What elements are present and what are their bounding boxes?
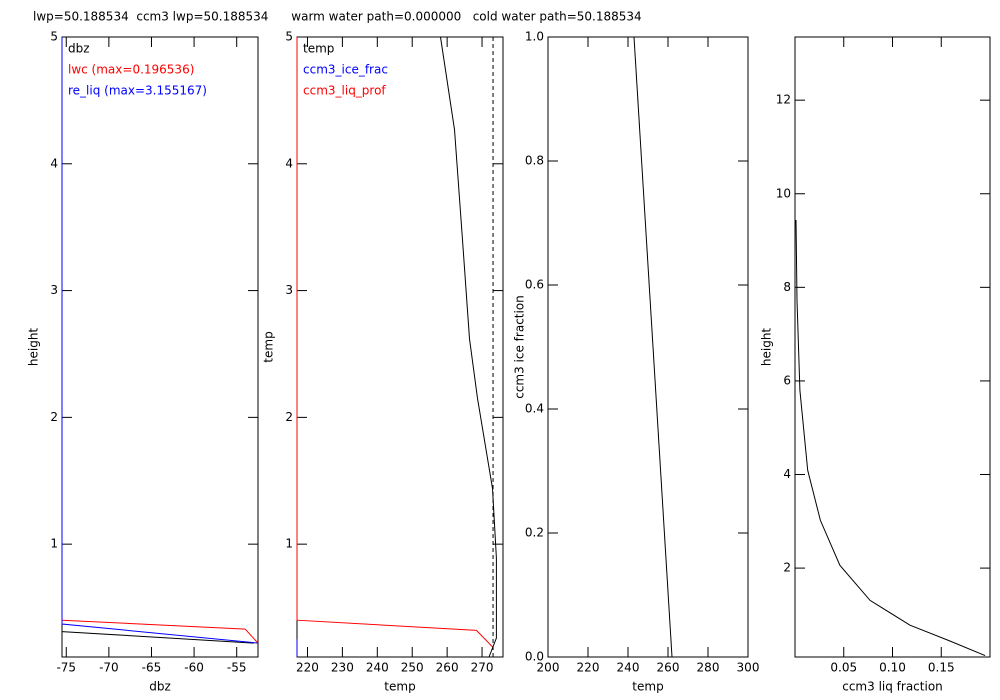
y-tick-label: 6 bbox=[783, 373, 791, 387]
x-tick-label: 250 bbox=[401, 661, 424, 675]
x-tick-label: 220 bbox=[296, 661, 319, 675]
y-axis-label: temp bbox=[262, 331, 276, 362]
y-tick-label: 1 bbox=[50, 537, 58, 551]
y-axis-label: height bbox=[760, 328, 774, 367]
y-tick-label: 0.4 bbox=[525, 402, 544, 416]
x-tick-label: 220 bbox=[577, 661, 600, 675]
y-tick-label: 3 bbox=[285, 283, 293, 297]
x-axis-label: temp bbox=[632, 680, 663, 694]
x-axis-label: dbz bbox=[149, 680, 171, 694]
y-tick-label: 2 bbox=[783, 561, 791, 575]
data-line bbox=[61, 37, 259, 644]
legend-entry: re_liq (max=3.155167) bbox=[68, 84, 207, 98]
legend-entry: ccm3_ice_frac bbox=[303, 63, 388, 77]
page-title: lwp=50.188534 ccm3 lwp=50.188534 warm wa… bbox=[33, 10, 642, 24]
x-tick-label: 240 bbox=[617, 661, 640, 675]
x-tick-label: 200 bbox=[537, 661, 560, 675]
y-tick-label: 0.2 bbox=[525, 526, 544, 540]
x-axis-label: temp bbox=[384, 680, 415, 694]
x-tick-label: 240 bbox=[366, 661, 389, 675]
y-tick-label: 5 bbox=[285, 30, 293, 44]
y-tick-label: 4 bbox=[783, 467, 791, 481]
x-tick-label: 0.10 bbox=[879, 661, 906, 675]
legend-entry: ccm3_liq_prof bbox=[303, 84, 386, 98]
y-axis-label: height bbox=[27, 328, 41, 367]
x-axis-label: ccm3 liq fraction bbox=[842, 680, 943, 694]
x-tick-label: 0.15 bbox=[928, 661, 955, 675]
x-tick-label: -65 bbox=[142, 661, 162, 675]
x-tick-label: 280 bbox=[697, 661, 720, 675]
y-tick-label: 0.0 bbox=[525, 650, 544, 664]
y-tick-label: 4 bbox=[285, 156, 293, 170]
x-tick-label: -70 bbox=[99, 661, 119, 675]
x-tick-label: 300 bbox=[737, 661, 760, 675]
y-tick-label: 1 bbox=[285, 537, 293, 551]
y-tick-label: 0.8 bbox=[525, 154, 544, 168]
x-tick-label: 0.05 bbox=[830, 661, 857, 675]
y-tick-label: 4 bbox=[50, 156, 58, 170]
y-tick-label: 2 bbox=[285, 410, 293, 424]
y-tick-label: 5 bbox=[50, 30, 58, 44]
x-tick-label: -55 bbox=[227, 661, 247, 675]
y-tick-label: 12 bbox=[776, 93, 791, 107]
x-tick-label: 230 bbox=[331, 661, 354, 675]
legend-entry: dbz bbox=[68, 42, 90, 56]
x-tick-label: 260 bbox=[657, 661, 680, 675]
data-line bbox=[61, 631, 254, 644]
data-line bbox=[795, 219, 986, 657]
legend-entry: lwc (max=0.196536) bbox=[68, 63, 194, 77]
data-line bbox=[440, 36, 497, 658]
x-tick-label: 260 bbox=[436, 661, 459, 675]
y-tick-label: 2 bbox=[50, 410, 58, 424]
data-line bbox=[61, 619, 259, 644]
data-line bbox=[296, 37, 493, 648]
axis-box bbox=[547, 36, 749, 658]
y-tick-label: 8 bbox=[783, 280, 791, 294]
x-tick-label: 270 bbox=[471, 661, 494, 675]
y-axis-label: ccm3 ice fraction bbox=[513, 295, 527, 399]
y-tick-label: 0.6 bbox=[525, 278, 544, 292]
y-tick-label: 10 bbox=[776, 186, 791, 200]
data-line bbox=[633, 36, 673, 658]
y-tick-label: 3 bbox=[50, 283, 58, 297]
x-tick-label: -60 bbox=[184, 661, 204, 675]
y-tick-label: 1.0 bbox=[525, 30, 544, 44]
x-tick-label: -75 bbox=[56, 661, 76, 675]
legend-entry: temp bbox=[303, 42, 334, 56]
